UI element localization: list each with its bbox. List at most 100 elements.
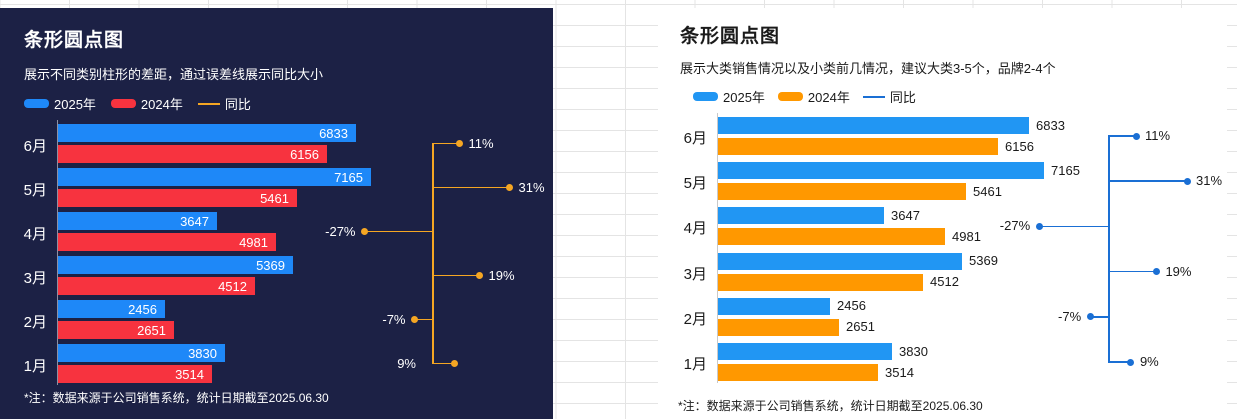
error-dot [1086, 313, 1094, 321]
pct-label: 19% [1165, 263, 1192, 279]
legend-line-icon [862, 95, 885, 98]
legend-line-icon [197, 102, 220, 105]
bar-value-label: 7165 [334, 169, 363, 185]
legend: 2025年 2024年 同比 [693, 87, 916, 106]
bar-value-label: 5369 [969, 253, 998, 269]
bar-series-1 [718, 364, 878, 381]
error-branch [432, 186, 510, 189]
error-spine [432, 143, 434, 364]
error-branch [1108, 135, 1137, 137]
footnote: *注：数据来源于公司销售系统，统计日期截至2025.06.30 [24, 391, 329, 405]
month-label: 1月 [23, 357, 47, 375]
bar-series-1 [718, 138, 998, 155]
error-dot [1152, 268, 1160, 276]
bar-series-1: 4512 [58, 277, 255, 295]
bar-series-0 [718, 252, 962, 270]
error-branch [432, 274, 480, 277]
bar-series-0 [718, 343, 892, 360]
bar-series-1: 4981 [58, 233, 276, 251]
bar-value-label: 7165 [1051, 162, 1080, 178]
bar-series-0: 3647 [58, 212, 217, 230]
error-branch [1039, 225, 1108, 228]
pct-label: 9% [1139, 354, 1159, 369]
legend-item-2024[interactable]: 2024年 [110, 94, 183, 113]
bar-series-0: 5369 [58, 256, 293, 274]
error-dot [476, 272, 483, 279]
bar-series-0 [718, 297, 830, 315]
plot-area: 6月 6833 6156 5月 7165 5461 4月 3647 4981 3月 5369 4512… [658, 8, 1227, 419]
chart-title: 条形圆点图 [680, 26, 781, 47]
bar-series-0: 7165 [58, 168, 371, 186]
bar-series-1: 5461 [58, 189, 297, 207]
error-branch [432, 362, 455, 365]
bar-value-label: 2456 [128, 301, 157, 317]
legend: 2025年 2024年 同比 [24, 94, 251, 113]
error-dot [411, 316, 418, 323]
legend-item-yoy[interactable]: 同比 [197, 94, 251, 113]
bar-value-label: 3647 [180, 213, 209, 229]
pct-label: -7% [382, 311, 406, 327]
error-dot [361, 228, 368, 235]
month-label: 3月 [683, 265, 707, 283]
bar-value-label: 4981 [952, 228, 981, 244]
bar-value-label: 2651 [846, 319, 875, 335]
axis-line [717, 113, 718, 383]
pct-label: 11% [468, 135, 494, 151]
error-branch [1090, 316, 1108, 318]
bar-series-1 [718, 273, 923, 291]
chart-card-dark[interactable]: 条形圆点图 展示不同类别柱形的差距，通过误差线展示同比大小 2025年 2024… [0, 8, 553, 419]
bar-series-1: 2651 [58, 321, 174, 339]
bar-series-0: 6833 [58, 124, 356, 142]
month-label: 1月 [683, 356, 707, 373]
bar-value-label: 3514 [885, 364, 914, 380]
month-label: 6月 [23, 137, 47, 155]
chart-subtitle: 展示大类销售情况以及小类前几情况，建议大类3-5个，品牌2-4个 [680, 61, 1056, 76]
chart-title: 条形圆点图 [24, 30, 125, 51]
month-label: 5月 [23, 181, 47, 199]
axis-line [57, 120, 58, 385]
legend-label: 2025年 [54, 97, 96, 112]
footnote: *注：数据来源于公司销售系统，统计日期截至2025.06.30 [678, 399, 983, 413]
error-dot [1127, 358, 1135, 366]
bar-series-1 [718, 183, 966, 201]
month-label: 6月 [683, 130, 707, 147]
bar-series-0 [718, 207, 884, 225]
legend-item-yoy[interactable]: 同比 [862, 87, 916, 106]
bar-value-label: 4512 [218, 278, 247, 294]
error-dot [456, 140, 463, 147]
month-label: 3月 [23, 269, 47, 287]
legend-swatch-2024 [110, 99, 136, 108]
month-label: 4月 [683, 220, 707, 238]
bar-value-label: 3647 [891, 207, 920, 223]
bar-value-label: 4512 [930, 274, 959, 290]
pct-label: -27% [999, 218, 1031, 234]
pct-label: 31% [518, 179, 545, 195]
error-spine [1108, 136, 1110, 362]
bar-series-1: 6156 [58, 145, 327, 163]
bar-series-1: 3514 [58, 365, 212, 383]
legend-swatch-2025 [24, 99, 49, 108]
bar-value-label: 2651 [137, 322, 166, 338]
error-branch [1108, 361, 1131, 363]
legend-label: 2024年 [140, 97, 183, 112]
error-branch [364, 230, 432, 233]
month-label: 5月 [683, 175, 707, 193]
error-branch [1108, 180, 1188, 182]
legend-item-2025[interactable]: 2025年 [693, 87, 765, 106]
bar-series-0: 2456 [58, 300, 165, 318]
bar-value-label: 2456 [837, 298, 866, 314]
bar-value-label: 5461 [973, 183, 1002, 199]
chart-card-light[interactable]: 条形圆点图 展示大类销售情况以及小类前几情况，建议大类3-5个，品牌2-4个 2… [658, 8, 1227, 419]
error-branch [414, 318, 432, 321]
error-branch [1108, 270, 1157, 273]
pct-label: 19% [488, 267, 515, 283]
legend-item-2025[interactable]: 2025年 [24, 94, 96, 113]
bar-value-label: 6156 [290, 146, 319, 162]
error-dot [1035, 222, 1043, 230]
legend-label: 2024年 [807, 90, 850, 105]
month-label: 2月 [23, 313, 47, 331]
error-branch [432, 142, 460, 145]
error-dot [506, 184, 513, 191]
legend-item-2024[interactable]: 2024年 [777, 87, 850, 106]
